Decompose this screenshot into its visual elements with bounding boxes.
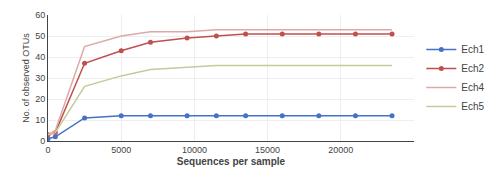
svg-text:60: 60 — [35, 10, 45, 20]
svg-text:No. of observed OTUs: No. of observed OTUs — [21, 33, 31, 123]
svg-text:0: 0 — [45, 145, 50, 155]
svg-text:0: 0 — [40, 136, 45, 146]
svg-text:30: 30 — [35, 73, 45, 83]
svg-text:20: 20 — [35, 94, 45, 104]
svg-text:40: 40 — [35, 52, 45, 62]
svg-text:Ech4: Ech4 — [461, 82, 484, 93]
svg-text:5000: 5000 — [111, 145, 131, 155]
svg-text:20000: 20000 — [328, 145, 353, 155]
svg-text:Ech1: Ech1 — [461, 44, 484, 55]
svg-text:Ech5: Ech5 — [461, 101, 484, 112]
svg-text:10: 10 — [35, 115, 45, 125]
svg-text:50: 50 — [35, 31, 45, 41]
svg-text:15000: 15000 — [255, 145, 280, 155]
svg-text:Ech2: Ech2 — [461, 63, 484, 74]
svg-text:10000: 10000 — [182, 145, 207, 155]
svg-text:Sequences per sample: Sequences per sample — [177, 156, 286, 167]
